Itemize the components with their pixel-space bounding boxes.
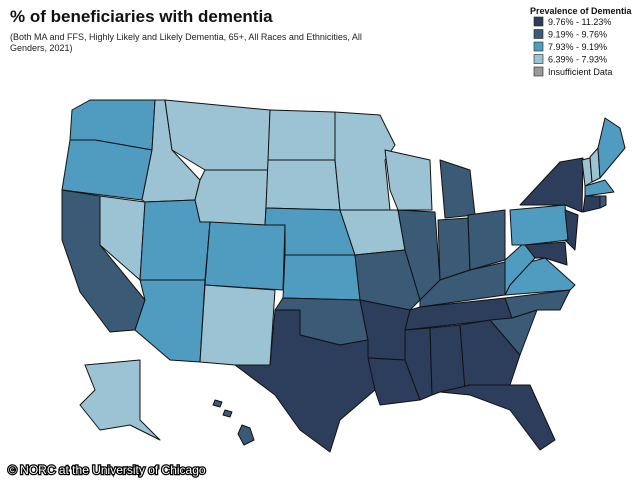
legend-swatch (533, 66, 544, 77)
state (267, 109, 336, 161)
legend-title: Prevalence of Dementia (530, 6, 633, 16)
state (212, 399, 223, 408)
state (199, 284, 276, 366)
legend-label: 7.93% - 9.19% (548, 42, 607, 52)
state (599, 195, 607, 209)
subtitle-line: Genders, 2021) (10, 43, 73, 53)
state (439, 384, 556, 451)
state (194, 169, 269, 226)
state (467, 209, 506, 271)
state (384, 149, 433, 211)
state (597, 117, 626, 179)
state (584, 179, 615, 197)
state (359, 299, 411, 361)
legend-label: 9.19% - 9.76% (548, 30, 607, 40)
state (509, 204, 569, 246)
legend-swatch (533, 54, 544, 64)
state (334, 111, 396, 211)
state (265, 159, 341, 211)
state (222, 409, 233, 418)
states (61, 99, 626, 453)
state (437, 217, 471, 281)
title: % of beneficiaries with dementia (10, 7, 273, 26)
legend-swatch (533, 16, 544, 27)
state (519, 157, 584, 213)
state (354, 249, 421, 311)
state (564, 209, 579, 251)
state (79, 359, 161, 441)
subtitle-line: (Both MA and FFS, Highly Likely and Like… (10, 32, 362, 42)
legend: 9.76% - 11.23% 9.19% - 9.76% 7.93% - 9.19%… (533, 16, 612, 77)
legend-swatch (533, 41, 544, 52)
state (367, 357, 421, 406)
legend-label: 9.76% - 11.23% (548, 17, 611, 27)
state (234, 309, 376, 453)
state (237, 424, 255, 446)
legend-label: 6.39% - 7.93% (548, 55, 607, 65)
legend-swatch (533, 29, 544, 39)
state (282, 254, 361, 301)
state (524, 241, 568, 266)
state (204, 221, 286, 291)
state (429, 324, 466, 396)
state (404, 327, 433, 401)
state (61, 139, 153, 201)
legend-label: Insufficient Data (548, 67, 612, 77)
footer: © NORC at the University of Chicago (8, 463, 206, 477)
